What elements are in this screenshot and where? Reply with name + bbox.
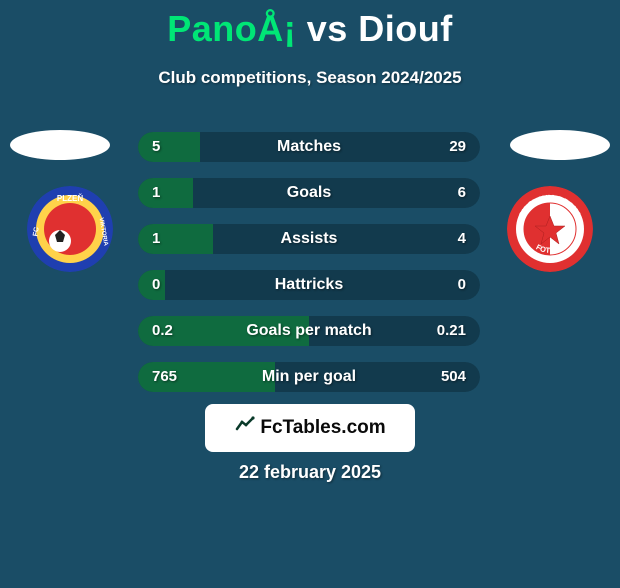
vs-text: vs <box>307 8 348 49</box>
stat-label: Matches <box>138 132 480 162</box>
stat-row: 00Hattricks <box>138 270 480 300</box>
stat-bars: 529Matches 16Goals 14Assists 00Hattricks 0.2… <box>138 132 480 392</box>
stat-row: 765504Min per goal <box>138 362 480 392</box>
player1-name: PanoÅ¡ <box>167 8 296 49</box>
page-title: PanoÅ¡ vs Diouf <box>0 8 620 50</box>
site-logo-icon <box>234 414 256 442</box>
stat-label: Assists <box>138 224 480 254</box>
subtitle: Club competitions, Season 2024/2025 <box>0 68 620 88</box>
site-logo: FcTables.com <box>205 404 415 452</box>
stat-row: 0.20.21Goals per match <box>138 316 480 346</box>
date-text: 22 february 2025 <box>0 462 620 483</box>
player2-oval-placeholder <box>510 130 610 160</box>
club-crest-left-icon: PLZEŇ FC VIKTORIA <box>27 186 113 272</box>
club-crest-right: SK SLAVIA PRAHA FOTBAL <box>507 186 593 272</box>
svg-text:PLZEŇ: PLZEŇ <box>57 194 83 203</box>
stat-label: Min per goal <box>138 362 480 392</box>
player1-oval-placeholder <box>10 130 110 160</box>
club-crest-left: PLZEŇ FC VIKTORIA <box>27 186 113 272</box>
stat-label: Hattricks <box>138 270 480 300</box>
club-crest-right-icon: SK SLAVIA PRAHA FOTBAL <box>507 186 593 272</box>
site-logo-text: FcTables.com <box>260 417 385 439</box>
stat-row: 14Assists <box>138 224 480 254</box>
stat-row: 16Goals <box>138 178 480 208</box>
stat-row: 529Matches <box>138 132 480 162</box>
stat-label: Goals per match <box>138 316 480 346</box>
player2-name: Diouf <box>358 8 452 49</box>
stat-label: Goals <box>138 178 480 208</box>
